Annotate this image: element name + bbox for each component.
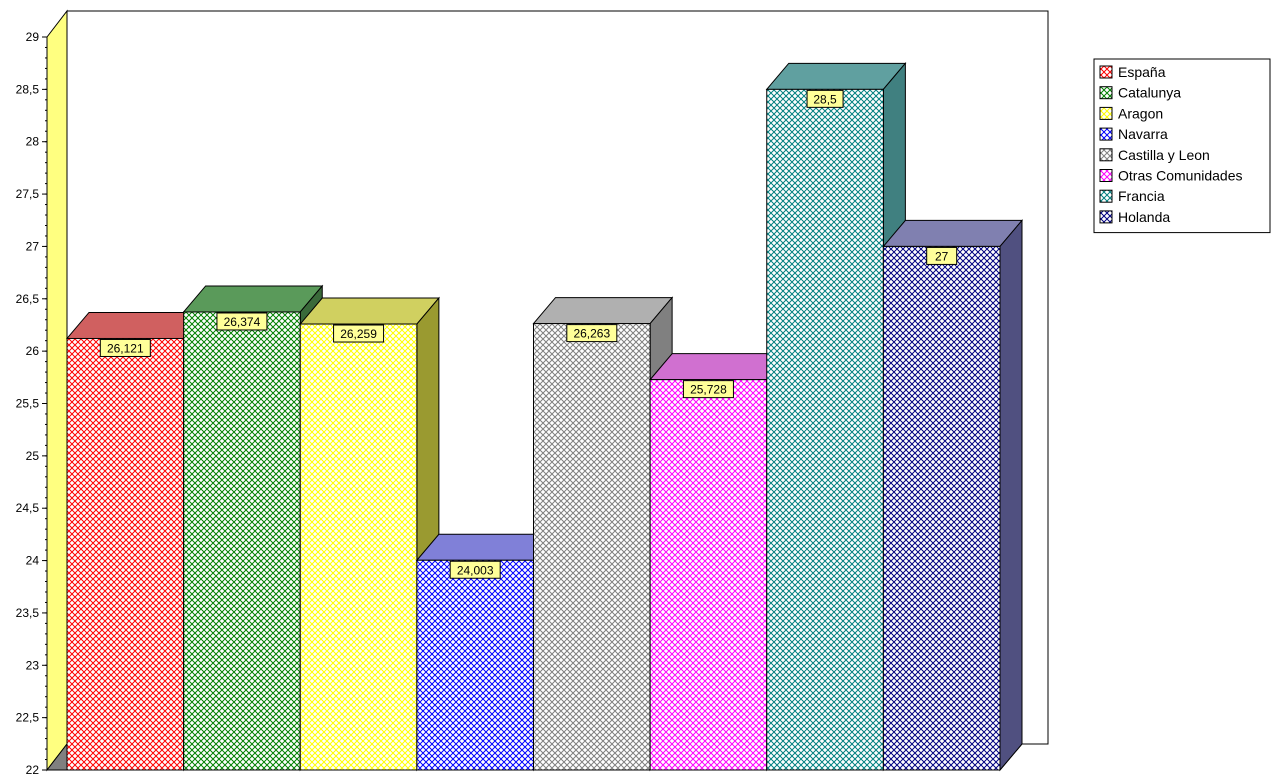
data-label: 26,374 — [216, 312, 268, 331]
bar-front — [766, 88, 884, 771]
data-label-text: 28,5 — [813, 92, 837, 106]
bar-aragon — [299, 296, 440, 772]
bar-front — [66, 337, 185, 771]
data-label: 25,728 — [682, 380, 734, 399]
legend-item: Otras Comunidades — [1099, 168, 1243, 184]
legend-swatch — [1099, 65, 1113, 79]
legend: España Catalunya Aragon Navarra Castilla y L… — [1093, 58, 1271, 234]
bar-front — [882, 245, 1001, 771]
bar-front — [533, 323, 651, 771]
y-tick-label: 27,5 — [16, 187, 40, 201]
y-axis: 22 22,5 23 23,5 24 24,5 25 25,5 26 26,5 27 27,5 28 28… — [16, 30, 48, 774]
data-label: 26,263 — [566, 324, 618, 343]
y-tick-label: 25 — [26, 449, 40, 463]
y-tick-label: 24 — [26, 554, 40, 568]
bar-front — [183, 311, 301, 771]
legend-item: Holanda — [1099, 209, 1170, 225]
y-tick-label: 27 — [26, 239, 40, 253]
legend-swatch — [1099, 189, 1113, 203]
y-tick-label: 22 — [26, 763, 40, 774]
bar-side — [999, 219, 1023, 772]
legend-label: Aragon — [1118, 105, 1163, 121]
legend-swatch — [1099, 86, 1113, 100]
data-label-text: 26,374 — [224, 315, 261, 329]
data-label-text: 26,259 — [340, 327, 377, 341]
bars — [65, 61, 1024, 772]
y-tick-label: 23,5 — [16, 606, 40, 620]
y-tick-label: 29 — [26, 30, 40, 44]
legend-label: Navarra — [1118, 126, 1168, 142]
bar-top — [299, 297, 440, 325]
legend-box — [1093, 58, 1271, 234]
data-label: 27 — [926, 246, 958, 265]
y-tick-label: 22,5 — [16, 711, 40, 725]
bar-front — [416, 559, 534, 771]
bar-top — [765, 62, 907, 90]
data-label: 26,121 — [99, 338, 151, 357]
data-label: 28,5 — [806, 89, 844, 108]
legend-label: Francia — [1118, 188, 1165, 204]
data-label-text: 26,263 — [573, 327, 610, 341]
y-tick-label: 25,5 — [16, 397, 40, 411]
bar-holanda — [882, 219, 1024, 772]
legend-item: Aragon — [1099, 105, 1163, 121]
legend-label: Castilla y Leon — [1118, 147, 1210, 163]
y-tick-label: 24,5 — [16, 501, 40, 515]
legend-label: Otras Comunidades — [1118, 168, 1243, 184]
legend-item: Francia — [1099, 188, 1165, 204]
legend-swatch — [1099, 148, 1113, 162]
bar-top — [532, 297, 674, 325]
bar-front — [299, 323, 418, 771]
data-label-text: 26,121 — [107, 341, 144, 355]
legend-swatch — [1099, 210, 1113, 224]
legend-label: Holanda — [1118, 209, 1170, 225]
legend-swatch — [1099, 169, 1113, 182]
bar-top — [882, 219, 1024, 247]
legend-item: Navarra — [1099, 126, 1168, 142]
y-tick-label: 26,5 — [16, 292, 40, 306]
y-tick-label: 28 — [26, 135, 40, 149]
legend-item: España — [1099, 64, 1166, 80]
data-label: 26,259 — [333, 324, 385, 343]
bar-top — [182, 285, 324, 313]
y-tick-label: 26 — [26, 344, 40, 358]
legend-item: Catalunya — [1099, 85, 1181, 101]
bar-front — [649, 379, 768, 771]
legend-label: Catalunya — [1118, 85, 1181, 101]
left-wall — [46, 9, 68, 772]
y-tick-label: 28,5 — [16, 82, 40, 96]
data-label-text: 25,728 — [690, 383, 727, 397]
data-label: 24,003 — [449, 560, 501, 579]
legend-item: Castilla y Leon — [1099, 147, 1210, 163]
data-label-text: 27 — [935, 249, 949, 263]
data-labels: 26,121 26,374 26,259 24,003 26,263 25,728 28,5… — [99, 89, 958, 579]
y-tick-label: 23 — [26, 658, 40, 672]
legend-swatch — [1099, 106, 1113, 120]
legend-label: España — [1118, 64, 1166, 80]
data-label-text: 24,003 — [457, 563, 494, 577]
legend-swatch — [1099, 127, 1113, 141]
